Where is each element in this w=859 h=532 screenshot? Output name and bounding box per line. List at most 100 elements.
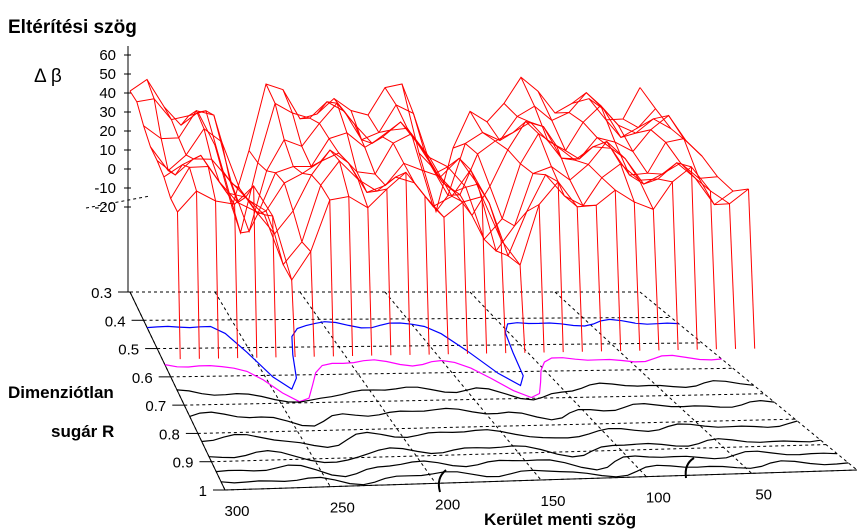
surface-line-y [537, 90, 635, 203]
surface-line-y [197, 110, 255, 204]
surface-line-y [639, 87, 749, 192]
surface-curtain-line [272, 216, 277, 358]
surface-line-y [605, 119, 711, 192]
surface-curtain-line [690, 166, 698, 350]
surface-curtain-line [234, 204, 239, 359]
surface-line-y [554, 111, 654, 210]
contour-lines [147, 318, 849, 486]
contour-black [201, 420, 798, 449]
surface-curtain-line [519, 265, 526, 353]
base-markers [437, 457, 695, 493]
surface-line-y [418, 152, 502, 240]
y-axis-label-line1: Dimenziótlan [8, 383, 114, 402]
surface-line-y [316, 101, 388, 193]
z-tick-label: 40 [99, 85, 116, 102]
z-reference-line [85, 195, 151, 209]
surface-curtain-line [652, 209, 660, 351]
x-axis: 300250200150100500 [224, 486, 772, 520]
surface-curtain-line [386, 188, 392, 356]
surface-line-y [129, 90, 178, 213]
marker-right [684, 457, 695, 479]
x-tick-label: 100 [646, 490, 671, 507]
contour-black [216, 450, 838, 478]
surface-line-y [486, 120, 578, 208]
surface-curtain-line [177, 212, 181, 360]
surface-line-y [248, 150, 312, 252]
surface-curtain-line [405, 172, 411, 355]
z-axis-symbol: Δ β [34, 66, 62, 87]
surface-line-y [435, 194, 521, 266]
surface-line-y [503, 103, 597, 207]
surface-curtain-line [196, 191, 200, 359]
surface-line-y [588, 98, 692, 175]
surface-curtain-line [538, 204, 545, 353]
surface-line-y [401, 83, 483, 197]
surface-line-y [299, 117, 369, 208]
x-axis-label: Kerület menti szög [484, 510, 636, 529]
base-grid-line [214, 291, 331, 487]
surface-curtain-line [215, 201, 220, 359]
base-grid-line [157, 342, 703, 350]
y-tick-label: 0.9 [173, 455, 194, 472]
surface-curtain-line [329, 199, 334, 357]
base-grid-line [143, 316, 672, 321]
surface-curtain-line [291, 279, 296, 358]
base-grid-line [384, 291, 542, 481]
z-tick-label: 10 [99, 142, 116, 159]
z-tick-label: -20 [94, 199, 116, 216]
contour-blue [147, 318, 679, 390]
surface-curtain-line [748, 188, 756, 349]
surface-line-y [520, 77, 616, 191]
surface-line-y [367, 114, 445, 218]
surface-curtain-line [595, 205, 603, 352]
z-tick-label: 50 [99, 66, 116, 83]
surface-line-y [571, 92, 673, 185]
surface-curtain-line [481, 196, 488, 354]
surface-curtain-line [633, 202, 641, 351]
surface-line-y [469, 111, 559, 183]
surface-curtain-line [671, 181, 679, 351]
marker-left [437, 469, 447, 493]
surface-curtain-line [614, 190, 622, 352]
contour-magenta [164, 354, 722, 403]
y-tick-label: 0.6 [132, 370, 153, 387]
surface-line-y [163, 106, 217, 202]
y-axis-label-line2: sugár R [51, 422, 114, 441]
surface-curtain-line [557, 181, 564, 353]
surface-curtain-line [500, 239, 507, 354]
surface-curtain-line [367, 207, 373, 356]
y-tick-label: 0.8 [159, 426, 180, 443]
surface-line-y [146, 79, 197, 192]
z-tick-label: 30 [99, 104, 116, 121]
surface-line-y [180, 109, 236, 205]
contour-black [176, 380, 754, 403]
z-tick-label: 20 [99, 123, 116, 140]
surface-curtain-line [424, 196, 430, 355]
surface-line-y [333, 98, 407, 186]
x-tick-label: 300 [224, 503, 249, 520]
base-grid-line [639, 291, 858, 471]
base-plane [129, 291, 858, 491]
surface-line-y [214, 145, 273, 217]
surface-curtain-line [310, 251, 315, 357]
surface-curtain-line [253, 185, 258, 358]
y-tick-label: 0.4 [105, 313, 126, 330]
z-axis: 60 50 40 30 20 10 0 -10 -20 [85, 46, 151, 292]
surface-line-y [282, 89, 350, 197]
contour-black [189, 399, 775, 427]
surface-line-y [452, 142, 540, 227]
surface-curtain-line [709, 190, 717, 350]
z-tick-label: -10 [94, 180, 116, 197]
y-tick-label: 0.5 [118, 342, 139, 359]
y-axis: 0.3 0.4 0.5 0.6 0.7 0.8 0.9 1 [91, 285, 225, 500]
x-tick-label: 150 [540, 493, 565, 510]
z-tick-label: 0 [108, 161, 116, 178]
surface-mesh [129, 76, 756, 360]
base-edge-bottom [224, 469, 858, 491]
y-tick-label: 0.3 [91, 285, 112, 302]
x-tick-label: 250 [330, 500, 355, 517]
x-tick-label: 50 [755, 486, 772, 503]
surface-curtain-line [576, 206, 583, 352]
x-tick-label: 200 [435, 496, 460, 513]
